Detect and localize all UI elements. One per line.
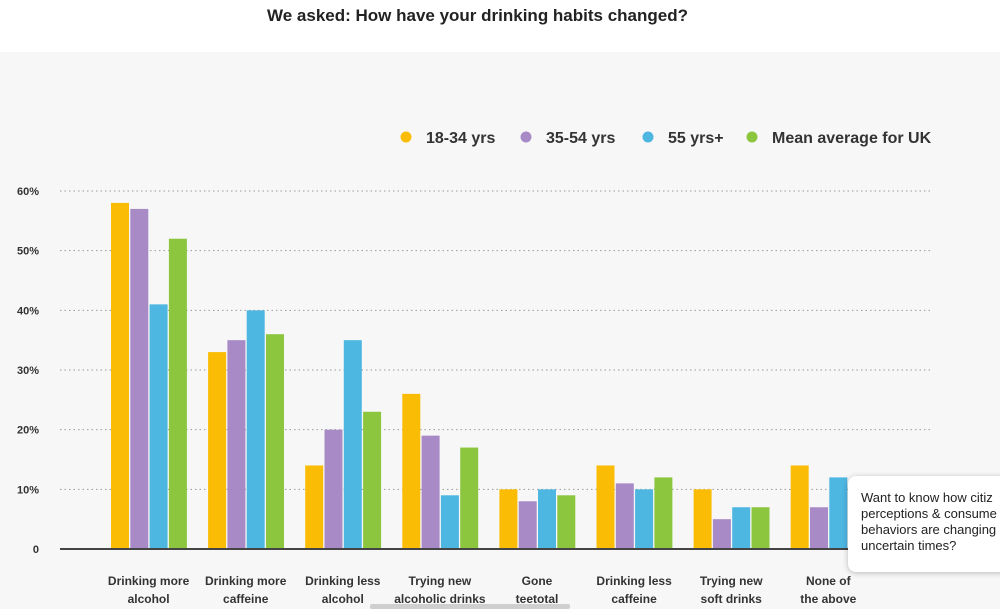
x-tick-label: Drinking less bbox=[596, 574, 672, 588]
title-band bbox=[0, 0, 1000, 52]
x-tick-label: alcoholic drinks bbox=[394, 592, 486, 606]
x-tick-label: alcohol bbox=[128, 592, 170, 606]
bar bbox=[440, 495, 459, 549]
popup-line: uncertain times? bbox=[861, 538, 957, 553]
bar bbox=[790, 465, 809, 549]
bar bbox=[712, 519, 731, 549]
bar bbox=[111, 202, 129, 549]
x-tick-label: None of bbox=[806, 574, 852, 588]
legend-label: 35-54 yrs bbox=[546, 130, 615, 147]
bar bbox=[829, 477, 848, 549]
bar bbox=[810, 507, 828, 549]
bar bbox=[615, 483, 634, 549]
bar bbox=[460, 447, 479, 549]
bar bbox=[305, 465, 324, 549]
bar bbox=[402, 393, 421, 549]
bar bbox=[654, 477, 673, 549]
legend-label: 18-34 yrs bbox=[426, 130, 495, 147]
bar bbox=[130, 208, 149, 549]
y-tick-label: 50% bbox=[17, 246, 39, 258]
y-tick-label: 0 bbox=[33, 544, 39, 556]
bar bbox=[363, 411, 382, 549]
bar bbox=[518, 501, 537, 549]
x-tick-label: caffeine bbox=[611, 592, 657, 606]
bar bbox=[751, 507, 770, 549]
bar bbox=[343, 340, 362, 549]
bar bbox=[227, 340, 246, 549]
legend-label: Mean average for UK bbox=[772, 130, 932, 147]
y-tick-label: 10% bbox=[17, 484, 39, 496]
legend-marker bbox=[746, 131, 758, 143]
page-title: We asked: How have your drinking habits … bbox=[267, 6, 688, 25]
bar bbox=[635, 489, 654, 549]
popup-line: Want to know how citiz bbox=[861, 490, 993, 505]
bar bbox=[421, 435, 440, 549]
x-tick-label: Drinking more bbox=[205, 574, 287, 588]
x-tick-label: Gone bbox=[522, 574, 553, 588]
horizontal-scrollbar[interactable] bbox=[370, 604, 570, 609]
x-tick-label: Drinking less bbox=[305, 574, 381, 588]
bar bbox=[499, 489, 518, 549]
legend-marker bbox=[400, 131, 412, 143]
x-tick-label: Trying new bbox=[409, 574, 472, 588]
bar bbox=[246, 310, 265, 549]
x-tick-label: soft drinks bbox=[701, 592, 763, 606]
legend-marker bbox=[642, 131, 654, 143]
legend-marker bbox=[520, 131, 532, 143]
y-tick-label: 30% bbox=[17, 365, 39, 377]
bar bbox=[596, 465, 615, 549]
popup-line: perceptions & consume bbox=[861, 506, 997, 521]
bar bbox=[557, 495, 576, 549]
bar bbox=[693, 489, 712, 549]
x-tick-label: alcohol bbox=[322, 592, 364, 606]
bar bbox=[732, 507, 751, 549]
bar bbox=[208, 352, 227, 549]
popup-line: behaviors are changing bbox=[861, 522, 997, 537]
x-tick-label: Trying new bbox=[700, 574, 763, 588]
x-tick-label: caffeine bbox=[223, 592, 269, 606]
info-popup[interactable]: Want to know how citiz perceptions & con… bbox=[848, 476, 1000, 572]
bar bbox=[538, 489, 556, 549]
y-tick-label: 20% bbox=[17, 425, 39, 437]
y-tick-label: 40% bbox=[17, 305, 39, 317]
bar bbox=[168, 238, 187, 549]
x-tick-label: Drinking more bbox=[108, 574, 190, 588]
bar bbox=[149, 304, 168, 549]
legend-label: 55 yrs+ bbox=[668, 130, 724, 147]
bar bbox=[324, 429, 343, 549]
x-tick-label: the above bbox=[800, 592, 856, 606]
y-tick-label: 60% bbox=[17, 186, 39, 198]
bar bbox=[266, 334, 284, 549]
x-tick-label: teetotal bbox=[516, 592, 559, 606]
